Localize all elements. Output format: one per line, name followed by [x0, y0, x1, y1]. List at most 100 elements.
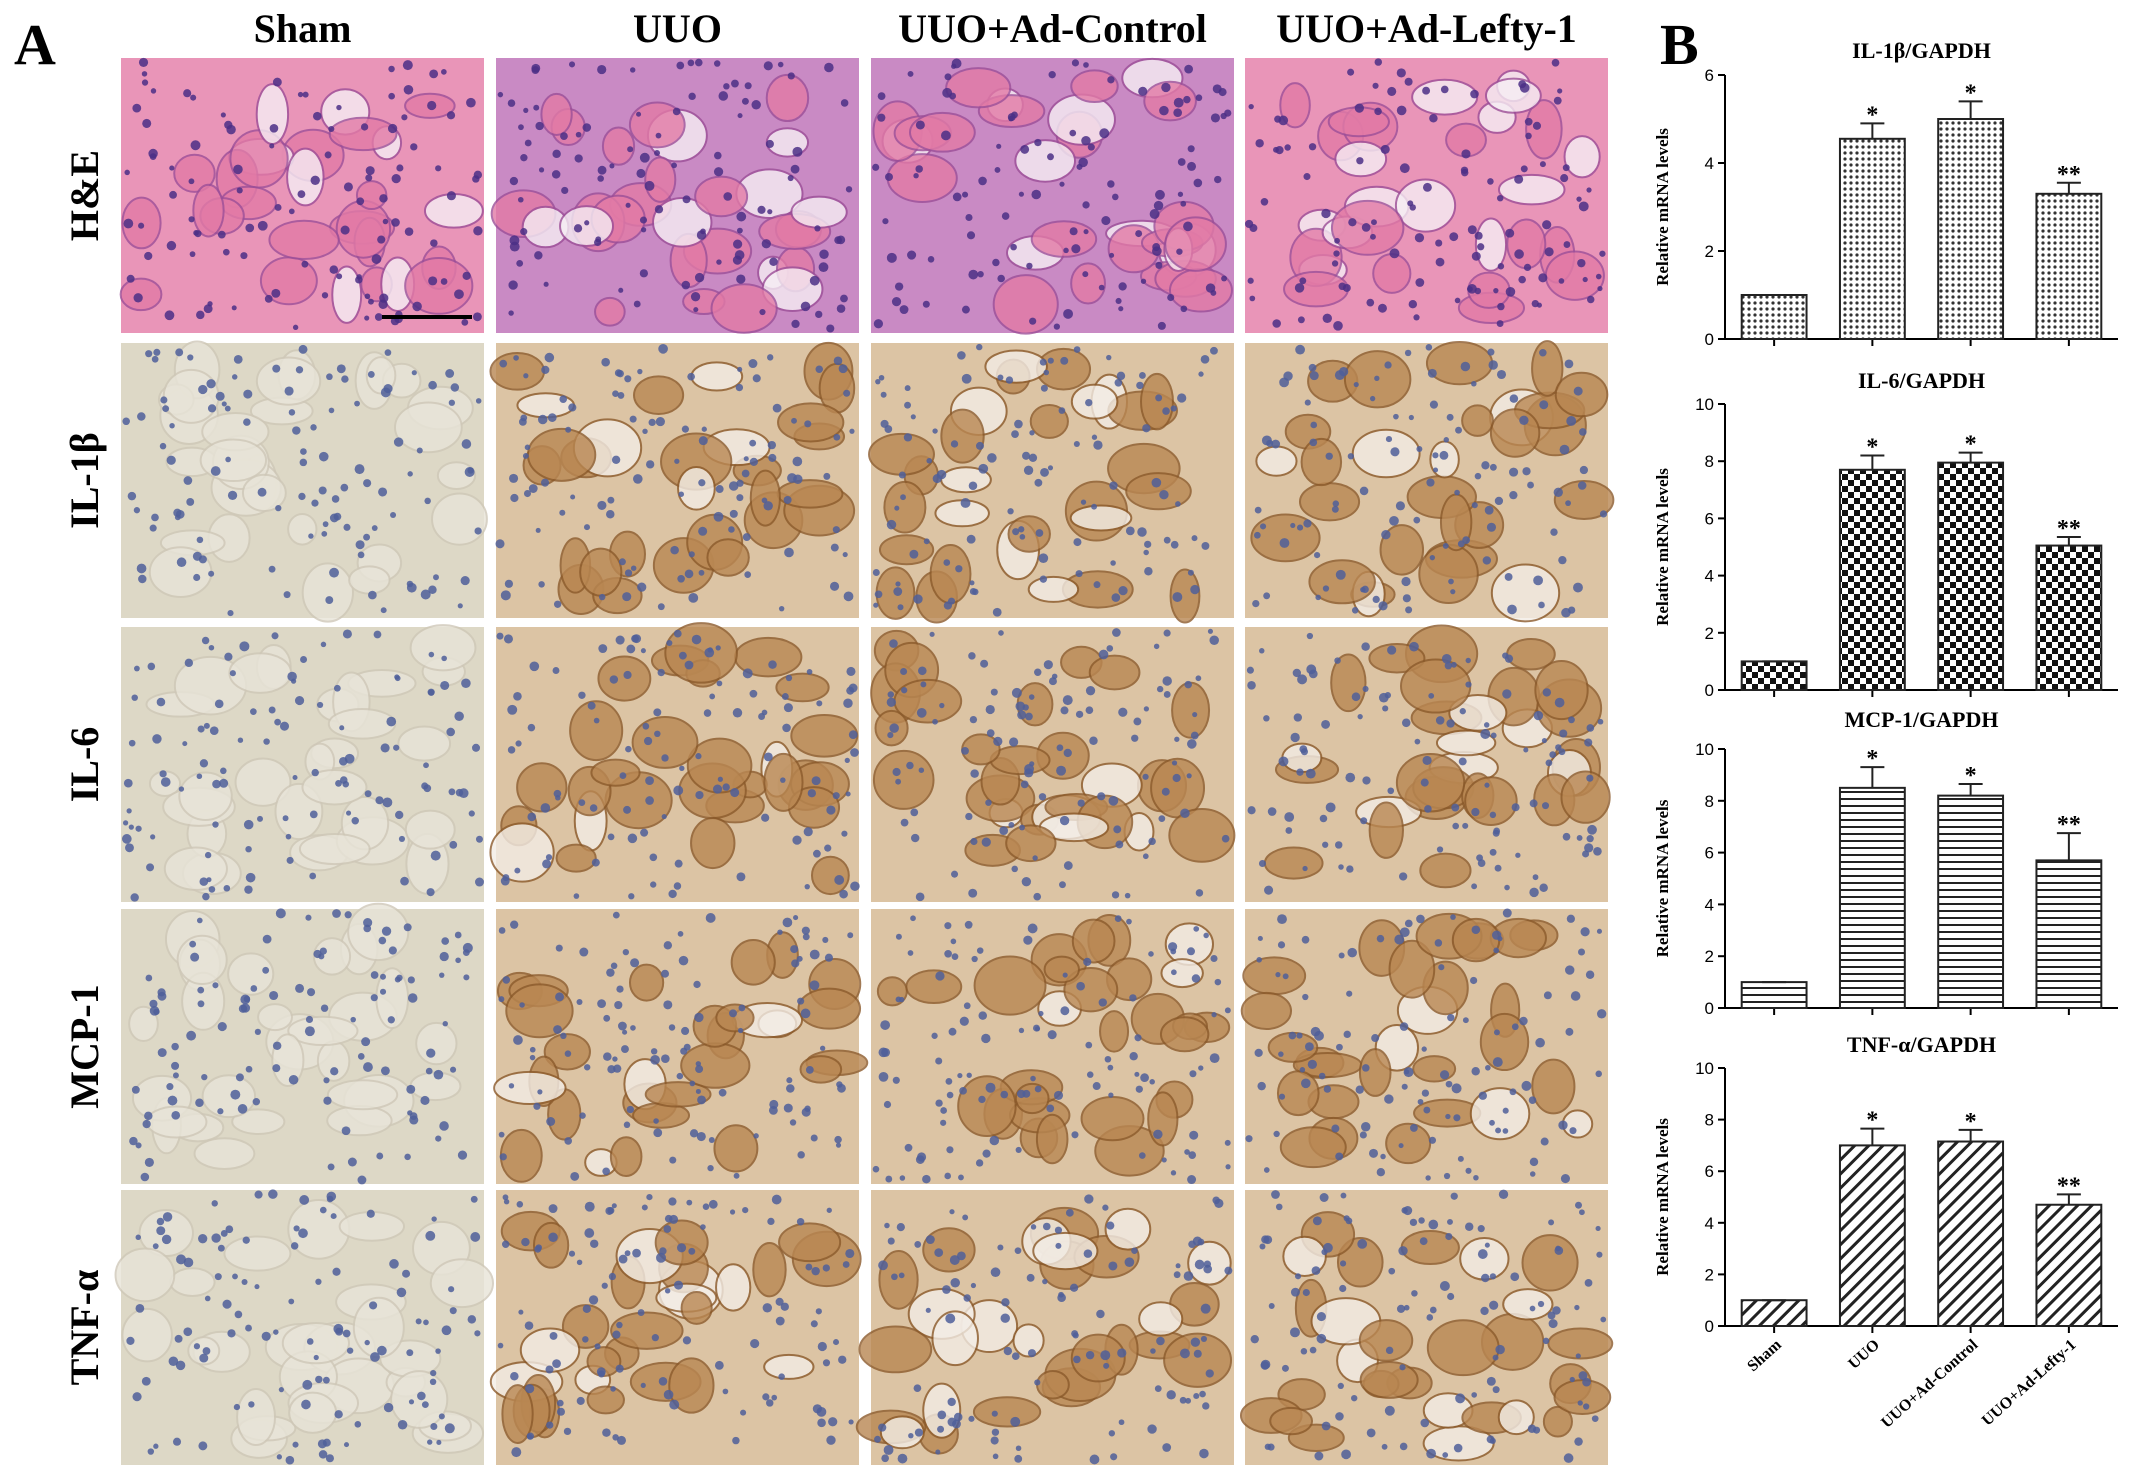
tubule: [778, 1222, 842, 1263]
nucleus: [1003, 1346, 1013, 1356]
nucleus: [1387, 645, 1397, 655]
nucleus: [144, 251, 153, 261]
tubule: [992, 274, 1059, 335]
nucleus: [555, 795, 561, 801]
nucleus: [523, 107, 529, 113]
nucleus: [402, 60, 413, 71]
tubule: [1168, 268, 1233, 313]
column-header: UUO+Ad-Control: [898, 6, 1207, 51]
nucleus: [1447, 1292, 1455, 1301]
nucleus: [1445, 1232, 1453, 1241]
nucleus: [736, 211, 747, 222]
nucleus: [1438, 964, 1445, 971]
tubule: [664, 622, 738, 684]
nucleus: [616, 985, 624, 993]
nucleus: [1043, 660, 1053, 670]
nucleus: [575, 131, 582, 138]
nucleus: [843, 389, 851, 397]
nucleus: [548, 1204, 558, 1214]
tubule: [957, 1075, 1017, 1138]
nucleus: [1399, 1364, 1406, 1371]
micrograph: [1239, 1189, 1614, 1465]
nucleus: [428, 651, 435, 658]
nucleus: [426, 888, 435, 897]
nucleus: [1387, 787, 1395, 795]
nucleus: [364, 293, 371, 300]
nucleus: [563, 1427, 572, 1436]
nucleus: [1083, 1249, 1093, 1258]
nucleus: [220, 1230, 228, 1237]
nucleus: [1445, 1080, 1453, 1088]
nucleus: [198, 1441, 208, 1451]
nucleus: [689, 1080, 696, 1087]
nucleus: [763, 61, 773, 71]
nucleus: [190, 94, 197, 101]
nucleus: [957, 351, 966, 360]
nucleus: [791, 417, 797, 424]
nucleus: [847, 932, 854, 939]
nucleus: [1402, 594, 1411, 603]
nucleus: [1453, 1443, 1463, 1453]
nucleus: [1259, 648, 1265, 654]
nucleus: [913, 1384, 922, 1393]
nucleus: [1268, 1303, 1275, 1309]
nucleus: [244, 885, 253, 894]
tubule: [1459, 1237, 1510, 1281]
nucleus: [1584, 738, 1593, 747]
nucleus: [636, 168, 646, 178]
nucleus: [1504, 884, 1510, 891]
nucleus: [1453, 1114, 1461, 1122]
nucleus: [196, 773, 203, 780]
tubule: [1497, 1399, 1535, 1436]
nucleus: [622, 592, 632, 602]
tubule: [1461, 404, 1494, 437]
nucleus: [1529, 1171, 1536, 1177]
nucleus: [792, 146, 803, 157]
tubule: [694, 175, 749, 218]
nucleus: [1361, 642, 1370, 651]
nucleus: [1374, 58, 1383, 66]
nucleus: [121, 834, 132, 844]
significance: *: [1965, 763, 1977, 789]
nucleus: [1489, 1119, 1495, 1126]
nucleus: [367, 370, 375, 378]
nucleus: [836, 235, 846, 245]
tubule: [586, 1385, 625, 1415]
significance: *: [1866, 102, 1878, 128]
nucleus: [371, 525, 378, 531]
nucleus: [1153, 200, 1164, 211]
nucleus: [1310, 1026, 1321, 1037]
nucleus: [137, 412, 146, 421]
nucleus: [689, 1129, 699, 1138]
tubule: [404, 256, 474, 315]
nucleus: [262, 966, 270, 974]
nucleus: [149, 999, 158, 1008]
nucleus: [1258, 859, 1266, 867]
nucleus: [1321, 1421, 1331, 1431]
nucleus: [1369, 1148, 1379, 1158]
nucleus: [430, 850, 441, 861]
nucleus: [145, 974, 153, 982]
nucleus: [1374, 107, 1382, 116]
nucleus: [1404, 1069, 1410, 1075]
nucleus: [1114, 378, 1123, 387]
nucleus: [736, 274, 746, 284]
nucleus: [990, 688, 998, 696]
nucleus: [1263, 1167, 1270, 1173]
nucleus: [1561, 607, 1571, 618]
nucleus: [1290, 522, 1296, 529]
nucleus: [1207, 628, 1214, 634]
nucleus: [608, 1272, 617, 1281]
nucleus: [217, 1108, 224, 1115]
nucleus: [311, 768, 319, 777]
nucleus: [1548, 1219, 1555, 1226]
nucleus: [1062, 695, 1073, 706]
nucleus: [601, 357, 610, 367]
nucleus: [433, 1069, 444, 1080]
nucleus: [354, 400, 360, 407]
nucleus: [1025, 712, 1033, 721]
nucleus: [1137, 527, 1147, 537]
nucleus: [552, 667, 560, 675]
nucleus: [1170, 1170, 1177, 1176]
nucleus: [1028, 694, 1035, 700]
